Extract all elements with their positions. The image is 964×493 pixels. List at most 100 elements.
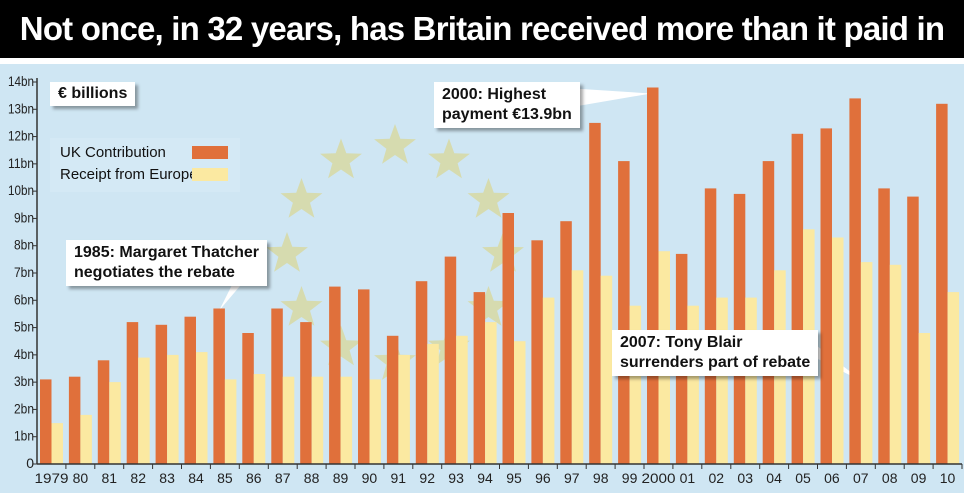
y-tick-label: 11bn [8,155,34,171]
annotation-2000: 2000: Highest payment €13.9bn [434,82,580,128]
chart-title: Not once, in 32 years, has Britain recei… [0,0,964,58]
x-tick-label: 09 [911,470,927,486]
bar-contribution-80 [68,376,81,464]
eu-star-icon [280,286,323,326]
x-tick-label: 2000 [642,470,676,486]
bar-receipt-91 [398,354,410,464]
eu-star-icon [320,325,362,366]
x-tick-label: 92 [419,470,435,486]
bar-contribution-92 [415,281,428,464]
bar-receipt-07 [860,262,873,464]
bar-contribution-94 [473,292,486,464]
x-tick-label: 80 [73,470,89,486]
eu-star-icon [374,124,416,164]
legend-label-receipt: Receipt from Europe [60,166,198,183]
bar-receipt-10 [947,292,960,464]
eu-star-icon [280,178,323,218]
bar-contribution-09 [907,196,919,464]
x-tick-label: 89 [333,470,349,486]
y-tick-label: 14bn [8,73,34,89]
x-tick-label: 90 [362,470,378,486]
bar-receipt-1979 [51,423,63,464]
annotation-1985: 1985: Margaret Thatcher negotiates the r… [66,240,267,286]
annotation-2007-line-2: surrenders part of rebate [620,354,811,371]
bar-contribution-86 [242,333,254,464]
x-tick-label: 06 [824,470,840,486]
x-tick-label: 08 [882,470,898,486]
x-tick-label: 81 [102,470,118,486]
x-tick-label: 91 [391,470,407,486]
bar-contribution-83 [155,324,168,464]
eu-star-icon [320,138,362,179]
y-tick-label: 9bn [14,209,34,225]
unit-label: € billions [50,82,136,106]
bar-receipt-03 [745,297,757,464]
bar-receipt-86 [253,374,266,464]
legend-swatch-contribution [192,146,228,159]
bar-contribution-87 [271,308,283,464]
eu-star-icon [428,138,470,179]
bar-contribution-84 [184,316,196,464]
bar-contribution-85 [213,308,225,464]
bar-contribution-82 [126,322,139,464]
annotation-pointer [566,88,651,108]
y-tick-label: 5bn [14,319,34,335]
bar-contribution-91 [386,335,399,464]
bar-contribution-02 [704,188,717,464]
bar-contribution-04 [762,161,775,464]
x-tick-label: 07 [853,470,869,486]
y-tick-label: 8bn [14,237,34,253]
bar-contribution-03 [733,193,746,464]
y-tick-label: 10bn [8,182,34,198]
y-tick-label: 13bn [8,100,34,116]
bar-receipt-84 [196,352,208,464]
bar-contribution-98 [589,122,601,465]
x-tick-label: 10 [940,470,956,486]
y-tick-label: 4bn [14,346,34,362]
annotation-2007-line-1: 2007: Tony Blair [620,334,743,351]
bar-contribution-1979 [40,379,52,464]
bar-contribution-90 [358,289,370,464]
bar-contribution-81 [97,360,110,464]
bar-contribution-2000 [647,87,659,464]
bar-contribution-88 [300,322,312,464]
x-tick-label: 1979 [35,470,69,486]
bar-contribution-06 [820,128,832,464]
x-tick-label: 05 [795,470,811,486]
annotation-1985-line-1: 1985: Margaret Thatcher [74,244,259,261]
bar-receipt-93 [456,335,468,464]
bar-receipt-87 [282,376,295,464]
bars [40,87,960,465]
bar-receipt-02 [716,297,728,464]
x-tick-label: 86 [246,470,262,486]
bar-contribution-97 [560,221,572,464]
y-tick-label: 7bn [14,264,34,280]
eu-star-icon [467,178,510,218]
bar-contribution-08 [878,188,890,464]
bar-receipt-97 [571,270,584,464]
bar-receipt-92 [427,343,439,464]
x-tick-label: 97 [564,470,580,486]
bar-receipt-85 [224,379,237,464]
bar-contribution-96 [531,240,543,464]
bar-receipt-90 [369,379,381,464]
bar-receipt-96 [542,297,555,464]
x-tick-label: 88 [304,470,320,486]
x-tick-label: 98 [593,470,609,486]
x-tick-label: 84 [188,470,204,486]
y-tick-label: 2bn [14,400,34,416]
bar-contribution-05 [791,133,804,465]
bar-contribution-93 [444,256,457,464]
legend-label-contribution: UK Contribution [60,144,166,161]
annotation-2000-line-2: payment €13.9bn [442,106,572,123]
bar-receipt-83 [167,354,179,464]
bar-contribution-89 [329,286,341,464]
x-tick-label: 02 [709,470,725,486]
legend-entry-receipt: Receipt from Europe [60,165,198,185]
bar-contribution-10 [936,103,948,465]
annotation-1985-line-2: negotiates the rebate [74,264,235,281]
y-tick-label: 0 [26,455,34,471]
legend-entry-contribution: UK Contribution [60,143,166,163]
bar-receipt-80 [80,414,92,464]
bar-receipt-01 [687,305,699,464]
